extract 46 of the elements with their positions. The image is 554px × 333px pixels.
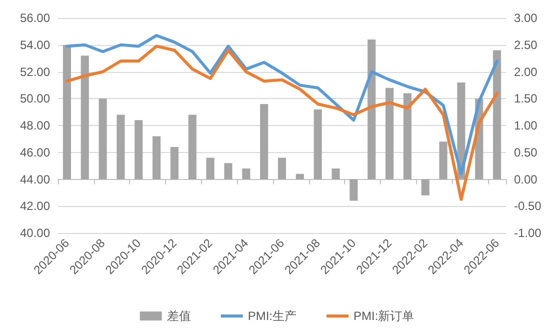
y2-tick-label: -0.50 xyxy=(514,199,542,214)
line-series xyxy=(65,34,499,176)
y2-tick-label: 1.00 xyxy=(514,118,538,132)
bar xyxy=(350,179,358,201)
y-tick-label: 42.00 xyxy=(20,199,50,214)
legend-label: PMI:新订单 xyxy=(354,309,414,323)
bar xyxy=(116,114,125,180)
bar xyxy=(439,142,448,180)
bar xyxy=(80,56,89,180)
bar xyxy=(188,114,196,180)
bar xyxy=(493,50,502,180)
bar xyxy=(314,109,322,180)
y-tick-label: 52.00 xyxy=(20,64,50,79)
y2-tick-label: 2.50 xyxy=(514,38,538,52)
bar xyxy=(134,120,143,180)
bar xyxy=(152,136,161,180)
bar xyxy=(403,93,412,180)
y-tick-label: 46.00 xyxy=(20,145,50,160)
bar xyxy=(260,104,268,180)
line-series xyxy=(65,44,499,201)
bar xyxy=(368,40,376,180)
bar xyxy=(224,163,232,180)
y2-tick-label: 3.00 xyxy=(514,11,538,25)
bar xyxy=(385,88,394,180)
y2-tick-label: 0.00 xyxy=(514,172,538,186)
y2-tick-label: 0.50 xyxy=(514,145,538,160)
y2-tick-label: 1.50 xyxy=(514,92,538,106)
bar xyxy=(170,147,179,180)
y-tick-label: 44.00 xyxy=(20,172,50,186)
legend-label: PMI:生产 xyxy=(248,309,297,323)
bar xyxy=(332,168,340,180)
y-tick-label: 54.00 xyxy=(20,38,50,52)
y2-tick-label: -1.00 xyxy=(514,226,542,240)
y-tick-label: 40.00 xyxy=(20,226,50,240)
y-tick-label: 50.00 xyxy=(20,92,50,106)
y-tick-label: 56.00 xyxy=(20,11,50,25)
bar xyxy=(296,174,304,180)
bar xyxy=(98,98,107,180)
y-tick-label: 48.00 xyxy=(20,118,50,132)
y2-tick-label: 2.00 xyxy=(514,64,538,79)
legend-label: 差值 xyxy=(166,309,191,323)
bar xyxy=(62,44,71,180)
bar xyxy=(242,168,250,180)
bar xyxy=(278,158,286,180)
bar xyxy=(206,158,214,180)
bar xyxy=(421,179,430,196)
